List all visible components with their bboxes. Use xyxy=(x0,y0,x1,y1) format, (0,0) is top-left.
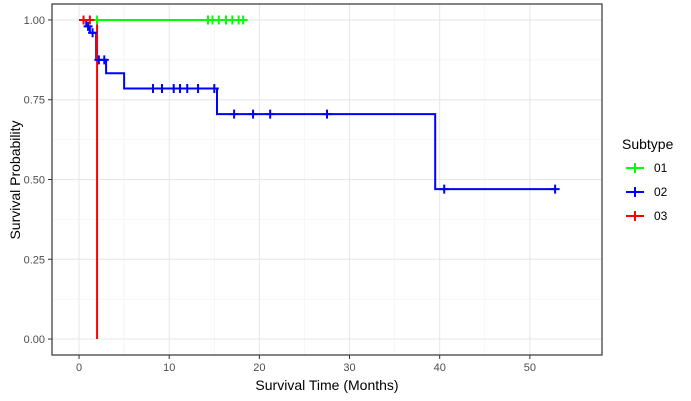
series-02-censor-mark xyxy=(439,184,449,194)
legend-title: Subtype xyxy=(622,136,674,152)
series-02-censor-mark xyxy=(157,84,167,94)
y-tick-label: 1.00 xyxy=(24,15,45,27)
x-tick-label: 50 xyxy=(524,362,536,374)
series-02-censor-mark xyxy=(148,84,158,94)
series-02-censor-mark xyxy=(265,109,275,119)
series-02-censor-mark xyxy=(83,21,93,31)
y-tick-label: 0.25 xyxy=(24,254,45,266)
legend-item-01: 01 xyxy=(626,161,668,175)
legend-label: 01 xyxy=(654,161,668,175)
series-02-censor-mark xyxy=(550,184,560,194)
series-02-censor-mark xyxy=(229,109,239,119)
series-02-censor-mark xyxy=(88,28,98,38)
y-tick-label: 0.75 xyxy=(24,95,45,107)
x-tick-label: 10 xyxy=(163,362,175,374)
x-tick-label: 0 xyxy=(76,362,82,374)
legend-label: 02 xyxy=(654,185,668,199)
legend-key-mark xyxy=(630,211,640,221)
series-02-censor-mark xyxy=(322,109,332,119)
legend-key-mark xyxy=(630,163,640,173)
series-02-censor-mark xyxy=(99,55,109,65)
series-layer xyxy=(79,15,560,340)
series-02-censor-mark xyxy=(248,109,258,119)
x-tick-label: 20 xyxy=(253,362,265,374)
series-02-censor-mark xyxy=(182,84,192,94)
axis-ticks: 0 10 20 30 40 50 0.00 0.25 0.50 0.75 1.00 xyxy=(24,15,536,374)
y-tick-label: 0.00 xyxy=(24,334,45,346)
y-tick-label: 0.50 xyxy=(24,175,45,187)
x-tick-label: 30 xyxy=(343,362,355,374)
series-02-censor-mark xyxy=(193,84,203,94)
grid-lines xyxy=(52,4,602,355)
series-03-censor-mark xyxy=(85,15,95,25)
legend-key-mark xyxy=(630,187,640,197)
series-01-censor-mark xyxy=(238,15,248,25)
x-tick-label: 40 xyxy=(434,362,446,374)
legend-label: 03 xyxy=(654,209,668,223)
legend-item-02: 02 xyxy=(626,185,668,199)
x-axis-title: Survival Time (Months) xyxy=(255,377,398,393)
legend-item-03: 03 xyxy=(626,209,668,223)
legend: Subtype 01 02 03 xyxy=(622,136,674,223)
series-02-censor-mark xyxy=(209,84,219,94)
y-axis-title: Survival Probability xyxy=(7,120,23,239)
